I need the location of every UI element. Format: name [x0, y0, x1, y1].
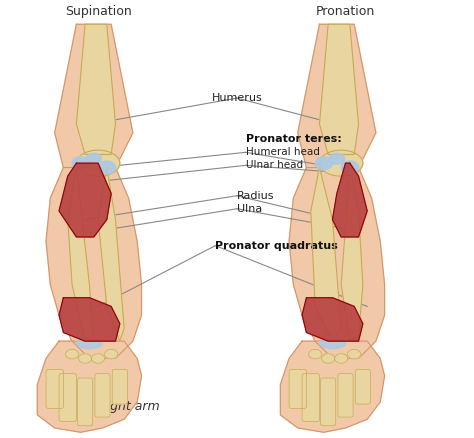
- FancyBboxPatch shape: [46, 369, 64, 408]
- Polygon shape: [298, 24, 376, 167]
- Ellipse shape: [76, 150, 120, 176]
- Polygon shape: [76, 24, 116, 155]
- Text: Humerus: Humerus: [211, 93, 263, 103]
- Polygon shape: [319, 24, 358, 155]
- Text: Ulnar head: Ulnar head: [246, 160, 303, 170]
- Ellipse shape: [322, 354, 335, 363]
- Ellipse shape: [65, 350, 79, 359]
- Ellipse shape: [72, 157, 90, 170]
- Ellipse shape: [309, 350, 322, 359]
- FancyBboxPatch shape: [95, 374, 110, 417]
- Text: Humeral head: Humeral head: [246, 147, 319, 157]
- Text: Pronation: Pronation: [316, 5, 375, 18]
- Polygon shape: [289, 167, 384, 358]
- Polygon shape: [341, 167, 363, 341]
- FancyBboxPatch shape: [112, 369, 128, 404]
- FancyBboxPatch shape: [59, 374, 76, 421]
- Text: Radius: Radius: [237, 191, 274, 201]
- Polygon shape: [46, 167, 142, 358]
- Polygon shape: [302, 298, 363, 341]
- Polygon shape: [59, 163, 111, 237]
- Ellipse shape: [335, 354, 347, 363]
- Ellipse shape: [319, 338, 346, 349]
- Text: Pronator teres:: Pronator teres:: [246, 134, 341, 144]
- Polygon shape: [311, 167, 341, 341]
- Ellipse shape: [341, 161, 358, 174]
- Ellipse shape: [86, 153, 101, 164]
- Ellipse shape: [329, 153, 345, 164]
- FancyBboxPatch shape: [338, 374, 353, 417]
- Text: Supination: Supination: [65, 5, 131, 18]
- Text: Pronator quadratus: Pronator quadratus: [215, 240, 338, 251]
- Polygon shape: [68, 167, 94, 341]
- Ellipse shape: [315, 157, 332, 170]
- FancyBboxPatch shape: [356, 369, 371, 404]
- Polygon shape: [281, 341, 384, 432]
- Ellipse shape: [76, 338, 102, 349]
- Ellipse shape: [91, 354, 105, 363]
- Ellipse shape: [79, 354, 91, 363]
- Text: Right arm: Right arm: [98, 400, 159, 413]
- FancyBboxPatch shape: [77, 378, 93, 426]
- Polygon shape: [98, 167, 124, 341]
- Ellipse shape: [98, 161, 116, 174]
- Text: Ulna: Ulna: [237, 204, 262, 214]
- Polygon shape: [37, 341, 142, 432]
- Ellipse shape: [319, 150, 363, 176]
- Polygon shape: [59, 298, 120, 341]
- Polygon shape: [55, 24, 133, 167]
- Ellipse shape: [105, 350, 118, 359]
- FancyBboxPatch shape: [302, 374, 319, 421]
- FancyBboxPatch shape: [289, 369, 307, 408]
- Ellipse shape: [347, 350, 361, 359]
- FancyBboxPatch shape: [320, 378, 336, 426]
- Polygon shape: [332, 163, 367, 237]
